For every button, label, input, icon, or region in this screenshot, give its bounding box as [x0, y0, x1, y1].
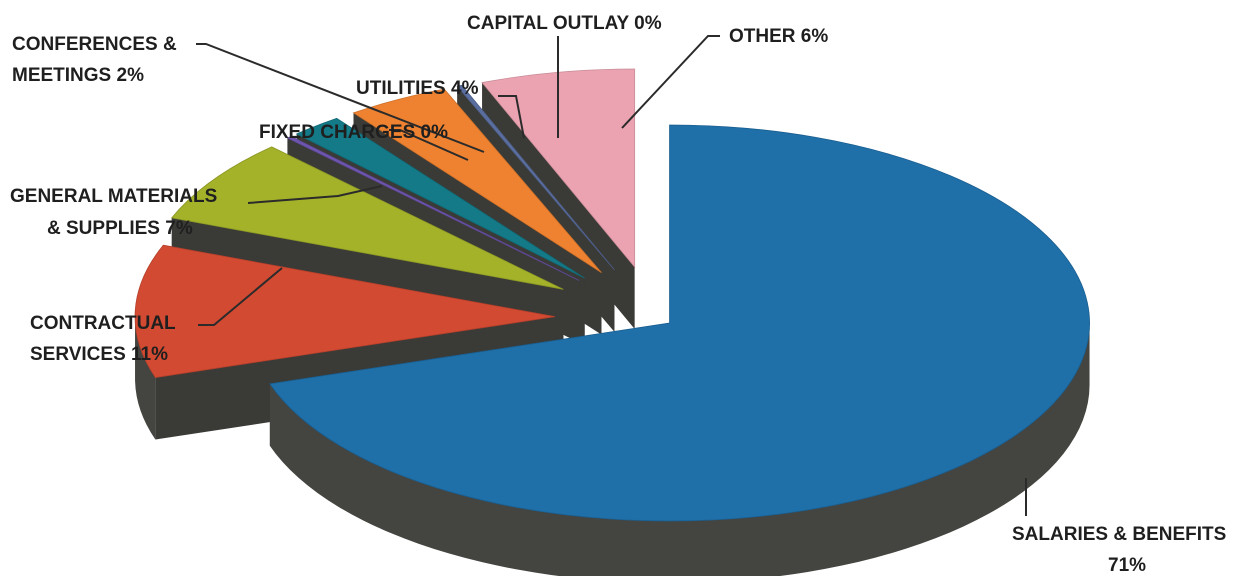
leader-general [247, 185, 383, 204]
label-contractual-line2: SERVICES 11% [30, 344, 168, 365]
label-utilities: UTILITIES 4% [356, 78, 479, 99]
slice-top-contractual-services [134, 244, 556, 378]
slice-top-conferences-meetings [295, 117, 585, 279]
leader-utilities [498, 95, 525, 139]
label-conferences-line1: CONFERENCES & [12, 34, 177, 55]
label-capital: CAPITAL OUTLAY 0% [467, 13, 662, 34]
label-contractual-line1: CONTRACTUAL [30, 313, 176, 334]
label-salaries-line1: SALARIES & BENEFITS [1012, 524, 1226, 545]
leader-conferences [196, 43, 485, 153]
slice-top-general-materials-supplies [170, 146, 564, 290]
pie-slices [134, 68, 1090, 576]
label-general-line2: & SUPPLIES 7% [47, 218, 193, 239]
slice-top-salaries-benefits [269, 124, 1090, 522]
data-labels: SALARIES & BENEFITS 71% CONTRACTUAL SERV… [10, 13, 1226, 576]
slice-rim-salaries-benefits-0 [269, 322, 1090, 576]
label-salaries-line2: 71% [1108, 555, 1146, 576]
slice-top-fixed-charges [286, 135, 580, 281]
label-conferences-line2: MEETINGS 2% [12, 65, 144, 86]
leader-lines [196, 35, 1027, 516]
slice-top-capital-outlay [456, 84, 615, 271]
label-fixed: FIXED CHARGES 0% [259, 122, 448, 143]
label-other: OTHER 6% [729, 26, 828, 47]
label-general-line1: GENERAL MATERIALS [10, 186, 217, 207]
leader-contractual [198, 267, 283, 326]
leader-fixed [389, 129, 469, 161]
leader-other [621, 35, 720, 129]
slice-top-utilities [352, 88, 602, 274]
slice-salaries-benefits [269, 124, 1090, 576]
